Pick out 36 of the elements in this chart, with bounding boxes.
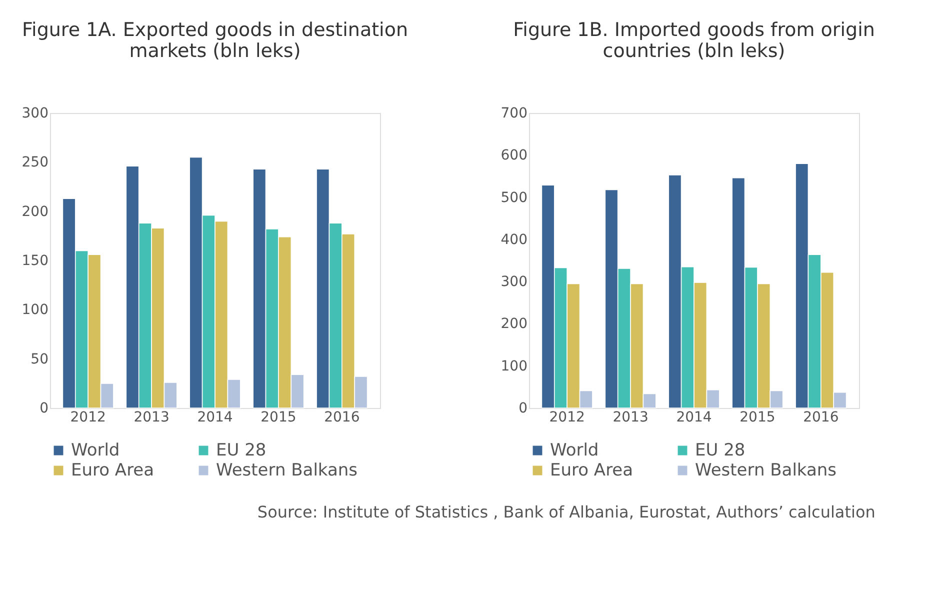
x-tick-label: 2014 xyxy=(197,410,233,426)
y-tick-label: 250 xyxy=(22,154,48,171)
legend-label: EU 28 xyxy=(216,440,266,461)
legend-label: EU 28 xyxy=(695,440,746,461)
y-tick-label: 300 xyxy=(500,274,528,290)
y-tick-label: 100 xyxy=(22,302,48,318)
legend-label: World xyxy=(71,440,120,461)
y-tick-label: 0 xyxy=(518,400,528,416)
y-tick-label: 50 xyxy=(30,351,48,368)
x-tick-label: 2016 xyxy=(324,410,360,426)
x-tick-label: 2016 xyxy=(803,410,839,426)
legend-label: Western Balkans xyxy=(216,460,358,480)
y-tick-label: 400 xyxy=(500,232,528,248)
x-tick-label: 2012 xyxy=(70,410,106,426)
source-note: Source: Institute of Statistics , Bank of Albania, Eurostat, Authors’ calculation xyxy=(257,502,876,522)
x-tick-label: 2013 xyxy=(612,410,648,426)
y-tick-label: 100 xyxy=(500,358,528,374)
y-tick-label: 200 xyxy=(500,316,528,332)
x-tick-label: 2015 xyxy=(260,410,296,426)
legend-label: Euro Area xyxy=(550,460,634,480)
y-tick-label: 700 xyxy=(500,106,528,122)
x-tick-label: 2015 xyxy=(740,410,776,426)
legend-label: Western Balkans xyxy=(695,460,837,480)
y-tick-label: 150 xyxy=(22,253,48,269)
y-tick-label: 0 xyxy=(40,400,48,416)
legend-label: World xyxy=(550,440,599,461)
y-tick-label: 600 xyxy=(500,148,528,164)
chart-title: Figure 1B. Imported goods from origin countries (bln leks) xyxy=(513,19,875,62)
chart-title: Figure 1A. Exported goods in destination markets (bln leks) xyxy=(22,19,408,62)
y-tick-label: 200 xyxy=(22,204,48,220)
x-tick-label: 2014 xyxy=(676,410,712,426)
y-tick-label: 500 xyxy=(500,190,528,206)
x-tick-label: 2013 xyxy=(134,410,170,426)
legend-label: Euro Area xyxy=(71,460,154,480)
y-tick-label: 300 xyxy=(22,106,48,122)
x-tick-label: 2012 xyxy=(549,410,585,426)
